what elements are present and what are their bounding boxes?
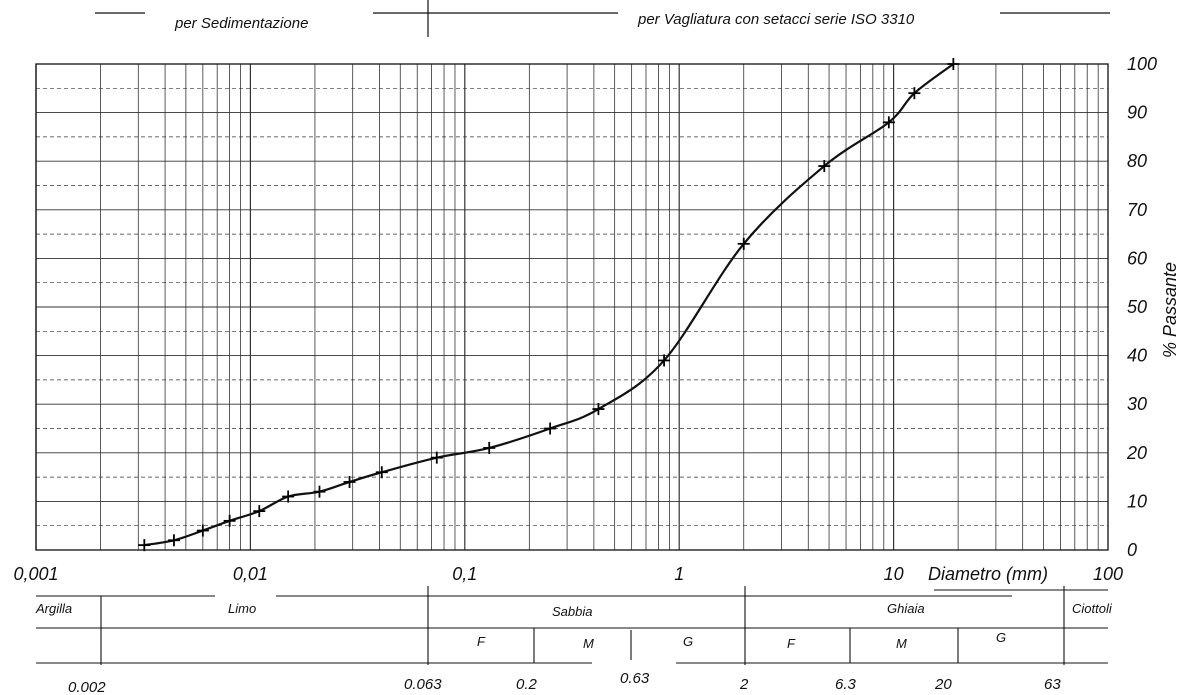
- x-axis-tick-labels: 0,001 0,01 0,1 1 10 100: [13, 564, 1123, 584]
- data-point-marker: [138, 539, 151, 552]
- fraction-argilla: Argilla: [35, 601, 72, 616]
- boundary-063: 0.63: [620, 670, 650, 687]
- data-point-marker: [544, 422, 557, 435]
- data-point-marker: [430, 451, 443, 464]
- subfraction-sand-medium: M: [583, 636, 594, 651]
- data-point-marker: [282, 490, 295, 503]
- fraction-ghiaia: Ghiaia: [887, 601, 925, 616]
- data-markers: [138, 58, 960, 552]
- data-point-marker: [313, 485, 326, 498]
- subfraction-gravel-medium: M: [896, 636, 907, 651]
- data-point-marker: [167, 534, 180, 547]
- data-point-marker: [882, 116, 895, 129]
- y-tick-label: 0: [1127, 540, 1137, 560]
- data-point-marker: [375, 466, 388, 479]
- data-point-marker: [592, 403, 605, 416]
- y-tick-label: 70: [1127, 200, 1147, 220]
- data-point-marker: [253, 505, 266, 518]
- data-point-marker: [196, 524, 209, 537]
- plot-grid: [35, 63, 1108, 551]
- x-tick-label: 0,1: [452, 564, 477, 584]
- data-point-marker: [343, 475, 356, 488]
- y-tick-label: 90: [1127, 103, 1147, 123]
- y-tick-label: 80: [1127, 151, 1147, 171]
- plot-frame: [35, 63, 1109, 551]
- data-point-marker: [223, 514, 236, 527]
- subfraction-sand-coarse: G: [683, 634, 693, 649]
- subfraction-gravel-coarse: G: [996, 630, 1006, 645]
- y-tick-label: 50: [1127, 297, 1147, 317]
- y-axis-title: % Passante: [1160, 262, 1179, 358]
- data-point-marker: [818, 160, 831, 173]
- classification-table: Argilla Limo Sabbia Ghiaia Ciottoli F M …: [35, 586, 1113, 695]
- boundary-0063: 0.063: [404, 676, 442, 693]
- x-tick-label: 10: [884, 564, 904, 584]
- y-tick-label: 60: [1127, 248, 1147, 268]
- y-tick-label: 20: [1126, 443, 1147, 463]
- legend-header: per Sedimentazione per Vagliatura con se…: [95, 0, 1110, 37]
- data-point-marker: [737, 237, 750, 250]
- fraction-ciottoli: Ciottoli: [1072, 601, 1113, 616]
- x-axis-title: Diametro (mm): [928, 564, 1048, 584]
- y-axis-tick-labels: 0 10 20 30 40 50 60 70 80 90 100: [1126, 54, 1157, 560]
- sedimentation-label: per Sedimentazione: [174, 15, 308, 32]
- y-tick-label: 40: [1127, 346, 1147, 366]
- grading-curve: [144, 63, 955, 547]
- boundary-2: 2: [739, 676, 749, 693]
- x-tick-label: 0,001: [13, 564, 58, 584]
- fraction-limo: Limo: [228, 601, 256, 616]
- data-point-marker: [947, 58, 960, 70]
- boundary-20: 20: [934, 676, 952, 693]
- data-point-marker: [483, 441, 496, 454]
- boundary-63mm: 63: [1044, 676, 1061, 693]
- x-tick-label: 0,01: [233, 564, 268, 584]
- subfraction-gravel-fine: F: [787, 636, 796, 651]
- x-tick-label: 1: [674, 564, 684, 584]
- data-point-marker: [658, 354, 671, 367]
- x-tick-label: 100: [1093, 564, 1123, 584]
- fraction-sabbia: Sabbia: [552, 604, 592, 619]
- data-point-marker: [908, 87, 921, 100]
- y-tick-label: 30: [1127, 394, 1147, 414]
- boundary-02: 0.2: [516, 676, 538, 693]
- y-tick-label: 10: [1127, 491, 1147, 511]
- boundary-63: 6.3: [835, 676, 857, 693]
- boundary-0002: 0.002: [68, 679, 106, 695]
- y-tick-label: 100: [1127, 54, 1157, 74]
- subfraction-sand-fine: F: [477, 634, 486, 649]
- sieving-label: per Vagliatura con setacci serie ISO 331…: [637, 11, 915, 28]
